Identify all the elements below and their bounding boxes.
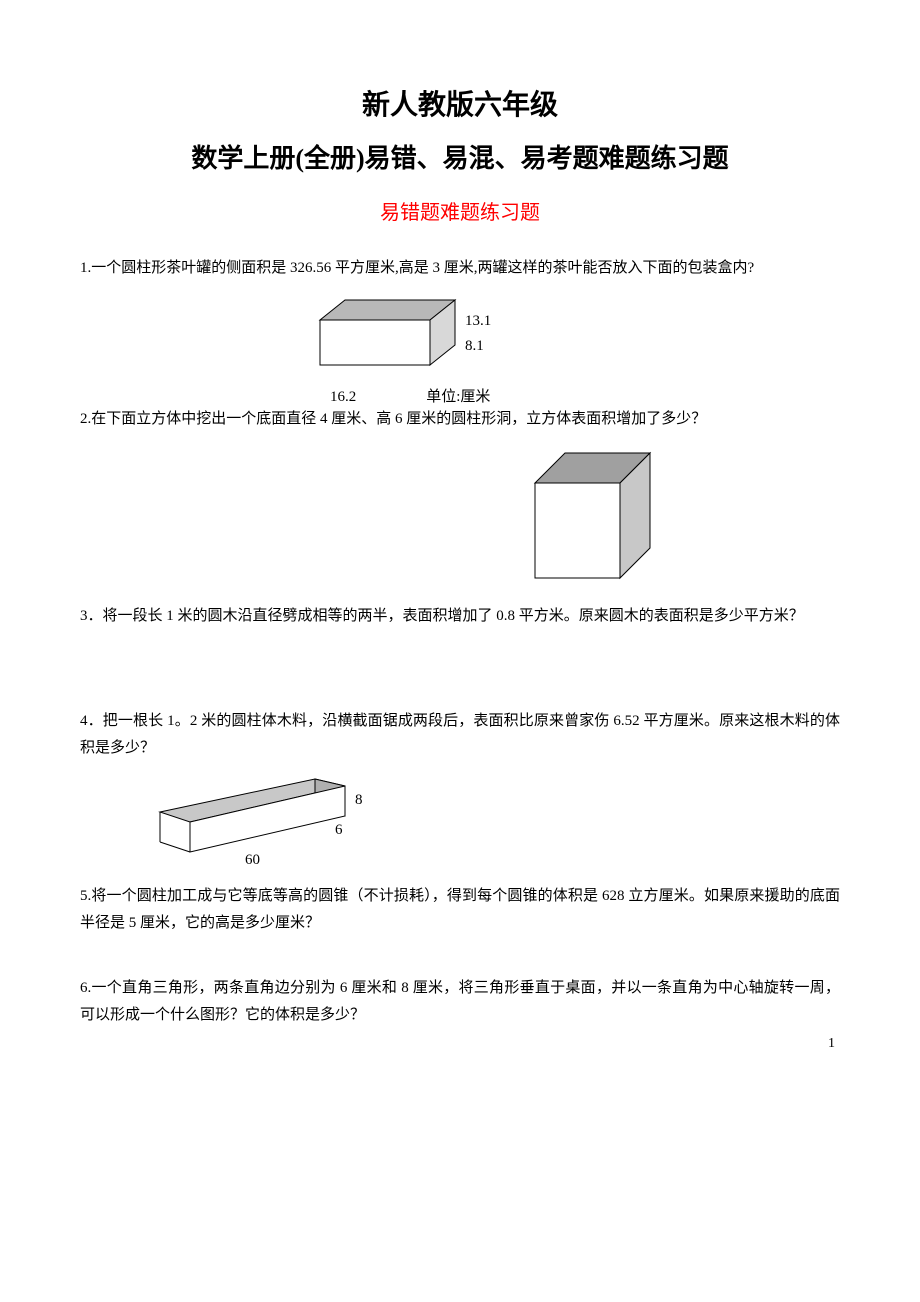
gap-2	[80, 945, 840, 975]
box-h-label: 13.1	[465, 313, 491, 329]
prism-w-label: 6	[335, 822, 343, 838]
figure-prism: 8 6 60	[150, 774, 840, 869]
problem-3: 3．将一段长 1 米的圆木沿直径劈成相等的两半，表面积增加了 0.8 平方米。原…	[80, 603, 840, 630]
page-number: 1	[828, 1036, 835, 1052]
box-w-label: 16.2	[330, 389, 356, 406]
box-svg: 13.1 8.1	[310, 290, 540, 385]
problem-4: 4．把一根长 1。2 米的圆柱体木料，沿横截面锯成两段后，表面积比原来曾家伤 6…	[80, 708, 840, 762]
problem-5: 5.将一个圆柱加工成与它等底等高的圆锥（不计损耗），得到每个圆锥的体积是 628…	[80, 883, 840, 937]
main-title: 新人教版六年级	[80, 85, 840, 127]
sub-title: 数学上册(全册)易错、易混、易考题难题练习题	[80, 139, 840, 178]
prism-svg: 8 6 60	[150, 774, 400, 869]
cube-svg	[520, 443, 670, 593]
figure-cube	[520, 443, 840, 593]
red-title: 易错题难题练习题	[80, 196, 840, 225]
gap-1	[80, 638, 840, 708]
box-bottom-labels: 16.2 单位:厘米	[330, 385, 840, 406]
cube-front	[535, 483, 620, 578]
document-page: 新人教版六年级 数学上册(全册)易错、易混、易考题难题练习题 易错题难题练习题 …	[0, 0, 920, 1077]
box-d-label: 8.1	[465, 338, 484, 354]
figure-box: 13.1 8.1	[310, 290, 840, 385]
box-unit-label: 单位:厘米	[426, 385, 490, 406]
problem-1: 1.一个圆柱形茶叶罐的侧面积是 326.56 平方厘米,高是 3 厘米,两罐这样…	[80, 255, 840, 282]
box-front	[320, 320, 430, 365]
problem-6: 6.一个直角三角形，两条直角边分别为 6 厘米和 8 厘米，将三角形垂直于桌面，…	[80, 975, 840, 1029]
prism-len-label: 60	[245, 852, 260, 868]
problem-2: 2.在下面立方体中挖出一个底面直径 4 厘米、高 6 厘米的圆柱形洞，立方体表面…	[80, 406, 840, 433]
prism-h-label: 8	[355, 792, 363, 808]
